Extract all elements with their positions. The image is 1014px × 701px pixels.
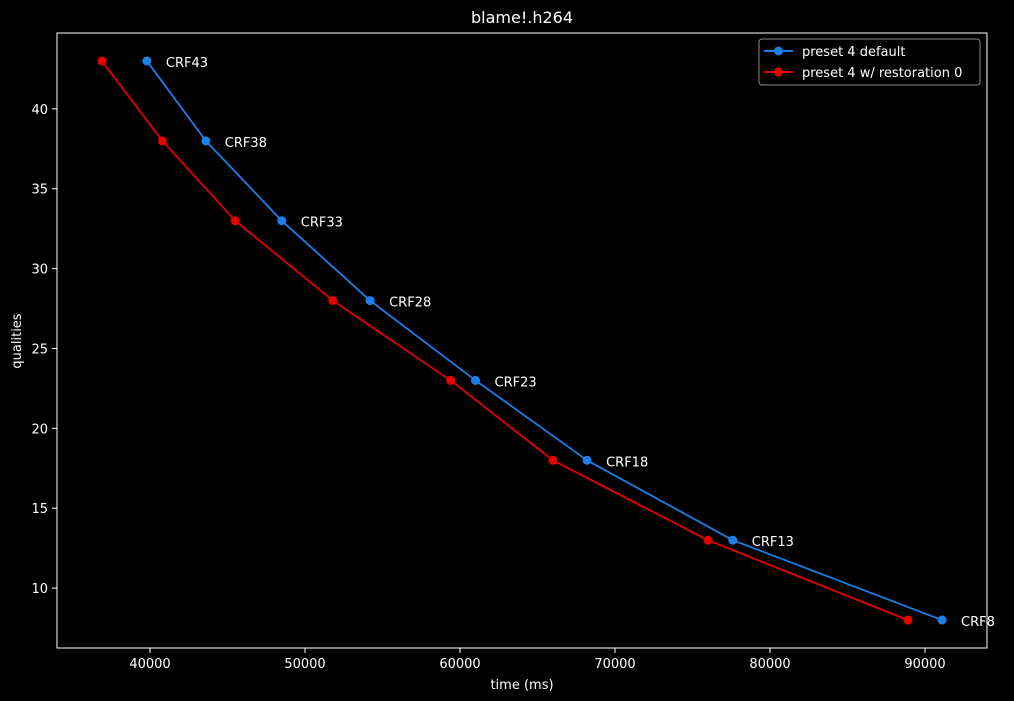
- crf-annotation: CRF23: [495, 375, 537, 390]
- series-0-point: [937, 615, 947, 625]
- series-1-point: [97, 56, 107, 66]
- legend: preset 4 default preset 4 w/ restoration…: [758, 38, 981, 86]
- y-tick-label: 20: [31, 422, 48, 437]
- plot-frame: [56, 32, 988, 649]
- y-tick-label: 35: [31, 183, 48, 198]
- x-axis-label: time (ms): [490, 678, 553, 693]
- point-annotations: CRF43 CRF38 CRF33 CRF28 CRF23 CRF18 CRF13 CRF8: [166, 56, 995, 630]
- plot-series: [97, 56, 947, 625]
- series-1-point: [157, 136, 167, 146]
- series-1-point: [903, 615, 913, 625]
- crf-annotation: CRF33: [301, 216, 343, 231]
- crf-annotation: CRF13: [752, 535, 794, 550]
- series-1-point: [230, 216, 240, 226]
- x-tick-label: 70000: [594, 657, 635, 672]
- series-1-point: [548, 455, 558, 465]
- x-tick-label: 90000: [904, 657, 945, 672]
- legend-marker-preset-4-default: [774, 46, 783, 56]
- series-0-point: [582, 455, 592, 465]
- crf-annotation: CRF28: [389, 296, 431, 311]
- series-line-0: [146, 60, 943, 621]
- series-0-point: [277, 216, 287, 226]
- series-0-point: [471, 375, 480, 385]
- series-1-point: [703, 535, 713, 545]
- x-tick-label: 60000: [439, 657, 480, 672]
- series-1-point: [328, 296, 338, 306]
- legend-marker-preset-4-restoration-0: [774, 67, 783, 77]
- y-tick-label: 30: [31, 263, 48, 278]
- x-tick-label: 50000: [284, 657, 325, 672]
- x-tick-label: 40000: [129, 657, 170, 672]
- legend-box: [758, 38, 981, 86]
- crf-annotation: CRF18: [606, 455, 648, 470]
- y-tick-label: 15: [31, 502, 48, 517]
- series-line-1: [101, 60, 909, 621]
- series-0-point: [365, 296, 375, 306]
- y-axis-label: qualities: [10, 313, 25, 368]
- axis-ticks: 40000 50000 60000 70000 80000 90000 10 15 20 25 30…: [31, 103, 945, 672]
- series-0-point: [201, 136, 211, 146]
- y-tick-label: 25: [31, 342, 48, 357]
- crf-annotation: CRF43: [166, 56, 208, 71]
- series-0-point: [728, 535, 738, 545]
- y-tick-label: 40: [31, 103, 48, 118]
- legend-label-preset-4-default: preset 4 default: [802, 45, 905, 60]
- crf-annotation: CRF38: [225, 136, 267, 151]
- series-0-point: [142, 56, 152, 66]
- x-tick-label: 80000: [749, 657, 790, 672]
- y-tick-label: 10: [31, 582, 48, 597]
- crf-annotation: CRF8: [961, 615, 995, 630]
- chart-title: blame!.h264: [471, 8, 573, 27]
- legend-label-preset-4-restoration-0: preset 4 w/ restoration 0: [802, 66, 962, 81]
- series-1-point: [446, 375, 456, 385]
